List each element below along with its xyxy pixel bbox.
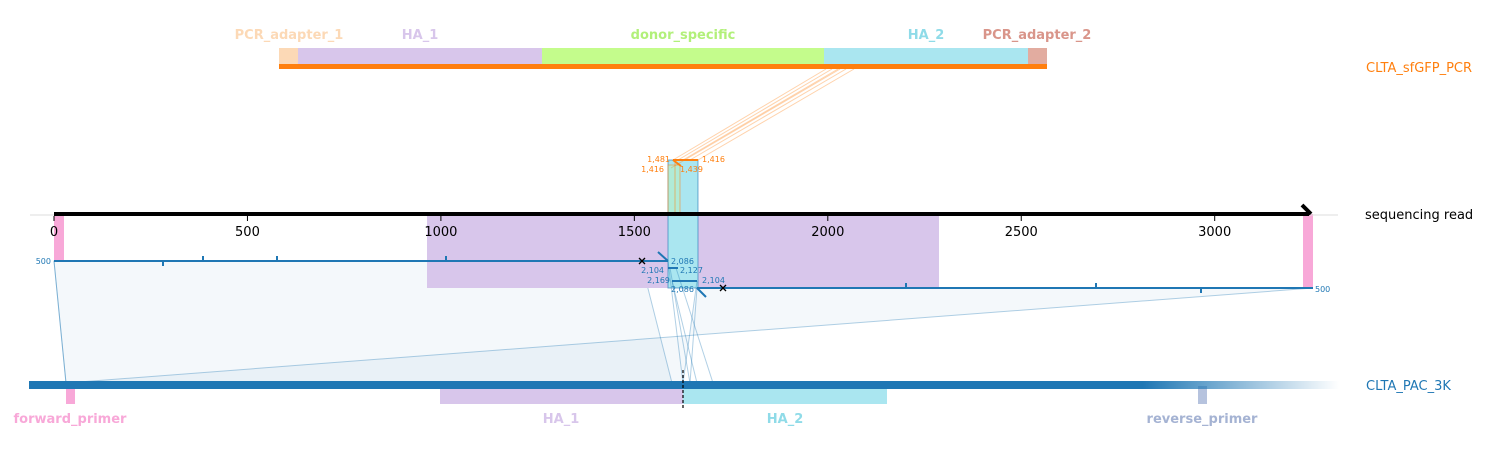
donor-sequence-bar: [279, 64, 1047, 69]
donor-name: CLTA_sfGFP_PCR: [1366, 61, 1472, 76]
read-align-label-b: 2,086: [671, 257, 694, 266]
donor-feature-ha-1: [298, 48, 542, 65]
read-axis-ticks: 0 500 1000 1500 2000 2500 3000: [50, 216, 1231, 240]
read-ha2-region: [668, 160, 698, 288]
read-deletion-marks: [638, 257, 727, 292]
read-align-label-e: 2,086: [671, 285, 694, 294]
donor-feature-pcr-adapter-1: [279, 48, 298, 65]
read-axis-arrowhead: [1300, 203, 1313, 216]
donor-feature-ha-2: [824, 48, 1028, 65]
target-feature-forward-primer: [66, 386, 75, 404]
read-donor-overlap: [667, 164, 681, 216]
donor-feature-donor-specific: [542, 48, 824, 65]
read-align-label-c: 2,127: [680, 266, 703, 275]
read-axis-tick-label: 1000: [424, 225, 457, 240]
read-end-label-left: 500: [36, 257, 51, 266]
target-sequence-bar: [29, 381, 1339, 389]
read-end-label-right: 500: [1315, 285, 1330, 294]
read-name: sequencing read: [1365, 208, 1473, 223]
read-axis-tick-label: 2000: [811, 225, 844, 240]
target-feature-reverse-primer: [1198, 386, 1207, 404]
read-target-cross-line: [65, 287, 1314, 384]
donor-feature-label-ha-2: HA_2: [908, 28, 945, 43]
donor-align-label-a: 1,481: [647, 155, 670, 164]
read-target-alignment-shade-2: [66, 288, 1313, 383]
read-align-label-f: 2,104: [702, 276, 725, 285]
read-target-connector-lines: [53, 260, 714, 384]
read-right-primer-block: [1303, 214, 1313, 288]
read-axis-tick-label: 0: [50, 225, 58, 240]
read-axis-tick-label: 3000: [1198, 225, 1231, 240]
target-feature-label-ha-1: HA_1: [543, 412, 580, 427]
read-left-primer-block: [54, 214, 64, 261]
donor-feature-label-donor-specific: donor_specific: [631, 28, 736, 43]
target-feature-label-forward-primer: forward_primer: [14, 412, 128, 427]
target-feature-ha-2: [683, 386, 887, 404]
read-align-label-a: 2,104: [641, 266, 664, 275]
read-alignment-small-segments: [657, 251, 707, 298]
read-axis-tick-label: 500: [235, 225, 260, 240]
donor-feature-label-pcr-adapter-1: PCR_adapter_1: [235, 28, 344, 43]
target-feature-label-ha-2: HA_2: [767, 412, 804, 427]
donor-feature-pcr-adapter-2: [1028, 48, 1047, 65]
donor-feature-label-pcr-adapter-2: PCR_adapter_2: [983, 28, 1092, 43]
target-name: CLTA_PAC_3K: [1366, 379, 1451, 394]
donor-align-label-c: 1,416: [641, 165, 664, 174]
target-feature-ha-1: [440, 386, 683, 404]
donor-align-label-d: 1,439: [680, 165, 703, 174]
read-align-label-d: 2,169: [647, 276, 670, 285]
read-axis-tick-label: 2500: [1005, 225, 1038, 240]
target-feature-label-reverse-primer: reverse_primer: [1147, 412, 1259, 427]
donor-alignment-marker: [672, 159, 698, 167]
donor-align-label-b: 1,416: [702, 155, 725, 164]
read-mismatch-ticks: [162, 256, 1202, 293]
donor-read-connector-lines: [670, 68, 855, 169]
donor-feature-label-ha-1: HA_1: [402, 28, 439, 43]
read-axis-tick-label: 1500: [618, 225, 651, 240]
